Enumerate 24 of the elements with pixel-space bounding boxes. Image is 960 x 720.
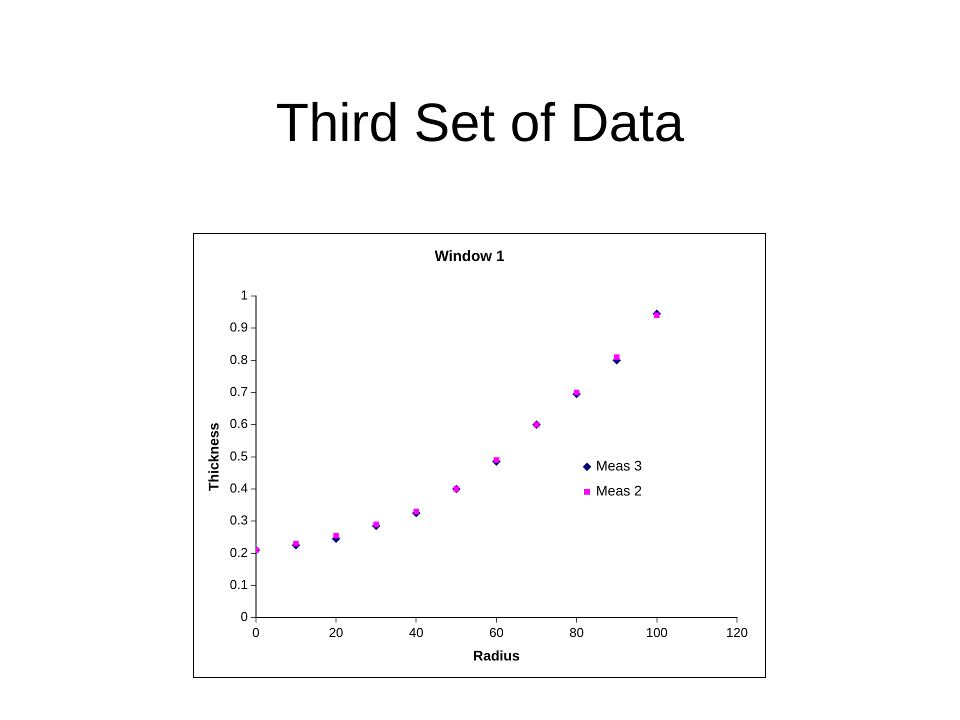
y-tick-label: 0.5 — [230, 448, 248, 464]
y-tick-label: 0.8 — [230, 352, 248, 367]
x-tick-label: 20 — [328, 624, 344, 640]
y-tick-label: 0.2 — [230, 544, 248, 560]
x-tick-label: 40 — [409, 624, 424, 640]
x-tick-label: 0 — [252, 624, 260, 640]
y-tick-label: 1 — [240, 288, 248, 303]
x-tick-label: 100 — [646, 624, 668, 640]
y-tick-label: 0.7 — [230, 384, 248, 400]
y-axis-title: Thickness — [205, 422, 222, 492]
chart-subtitle: Window 1 — [434, 248, 504, 266]
chart-title: Third Set of Data — [274, 92, 686, 154]
y-tick-label: 0 — [240, 609, 248, 624]
y-tick-label: 0.9 — [230, 320, 248, 335]
y-tick-label: 0.1 — [230, 577, 248, 592]
y-tick-label: 0.6 — [230, 416, 248, 432]
legend-label: Meas 2 — [596, 482, 642, 499]
x-tick-label: 80 — [569, 624, 584, 640]
x-tick-label: 120 — [726, 624, 748, 640]
x-tick-label: 60 — [489, 624, 504, 640]
legend-label: Meas 3 — [596, 458, 642, 474]
y-tick-label: 0.3 — [230, 512, 248, 528]
x-axis-title: Radius — [473, 647, 520, 664]
y-tick-label: 0.4 — [230, 480, 248, 496]
